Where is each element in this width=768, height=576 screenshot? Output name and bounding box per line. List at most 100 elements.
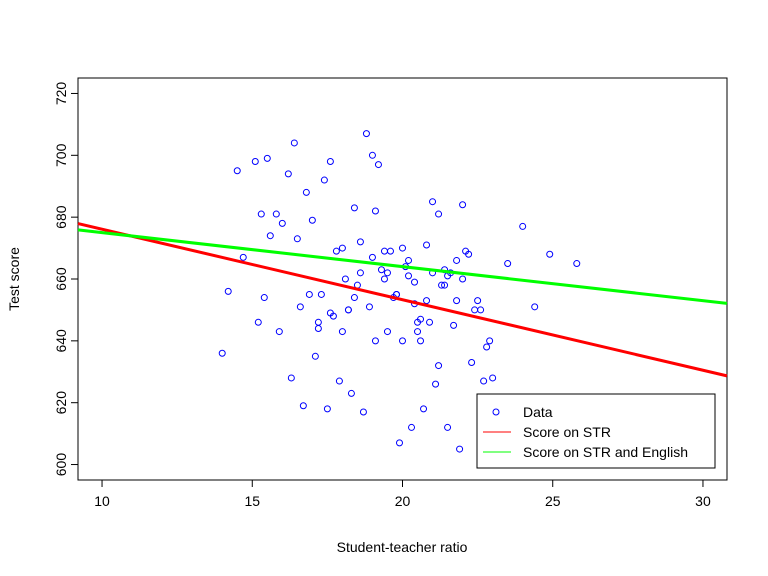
score-on-str-line: [77, 222, 728, 378]
data-point: [453, 297, 461, 305]
data-point: [338, 244, 346, 252]
data-point: [477, 306, 485, 314]
data-point: [359, 408, 367, 416]
data-point: [429, 198, 437, 206]
data-point: [356, 238, 364, 246]
data-point: [326, 157, 334, 165]
data-point: [371, 207, 379, 215]
data-point: [399, 244, 406, 252]
data-point: [426, 318, 434, 326]
data-point: [299, 402, 307, 410]
legend-box: [476, 393, 716, 469]
data-point: [251, 157, 259, 165]
score-on-str-english-line: [77, 228, 728, 305]
data-point: [438, 281, 446, 289]
data-point: [254, 318, 262, 326]
data-point: [290, 139, 298, 147]
data-point: [471, 306, 479, 314]
y-tick-label: 700: [53, 143, 69, 167]
data-point: [462, 247, 470, 255]
y-tick-label: 660: [53, 267, 69, 291]
data-point: [266, 232, 274, 240]
data-point: [218, 349, 226, 357]
data-point: [414, 328, 422, 336]
data-point: [239, 253, 247, 261]
data-point: [546, 250, 554, 258]
data-point: [399, 337, 406, 345]
data-point: [444, 423, 452, 431]
data-point: [408, 423, 416, 431]
x-tick-label: 15: [244, 493, 260, 509]
y-axis-label: Test score: [6, 247, 22, 311]
data-point: [380, 247, 388, 255]
data-point: [405, 272, 413, 280]
y-tick-label: 680: [53, 205, 69, 229]
data-point: [323, 405, 331, 413]
data-point: [326, 309, 334, 317]
data-point: [423, 297, 431, 305]
data-point: [377, 266, 385, 274]
data-point: [350, 204, 358, 212]
data-point: [284, 170, 292, 178]
data-point: [417, 315, 425, 323]
x-tick-label: 10: [94, 493, 110, 509]
data-point: [504, 260, 512, 268]
data-point: [383, 269, 391, 277]
data-point: [395, 439, 403, 447]
data-point: [435, 362, 443, 370]
data-point: [371, 337, 379, 345]
data-point: [573, 260, 581, 268]
data-point: [314, 318, 322, 326]
y-tick-label: 720: [53, 82, 69, 106]
data-point: [362, 130, 370, 138]
legend-label: Score on STR: [523, 424, 611, 440]
legend: Data Score on STR Score on STR and English: [476, 393, 716, 469]
data-point: [308, 216, 316, 224]
data-point: [374, 161, 382, 169]
x-tick-label: 30: [695, 493, 711, 509]
y-axis: 600 620 640 660 680 700 720: [53, 82, 78, 476]
data-point: [272, 210, 280, 218]
x-tick-label: 25: [545, 493, 561, 509]
data-point: [489, 374, 497, 382]
data-point: [257, 210, 265, 218]
data-point: [260, 294, 268, 302]
data-point: [335, 377, 343, 385]
data-point: [380, 275, 388, 283]
data-point: [383, 328, 391, 336]
data-point: [423, 241, 431, 249]
data-point: [302, 188, 310, 196]
data-point: [275, 328, 283, 336]
data-point: [314, 324, 322, 332]
data-point: [344, 306, 352, 314]
data-point: [417, 337, 425, 345]
data-point: [368, 253, 376, 261]
data-point: [459, 275, 467, 283]
x-axis: 10 15 20 25 30: [94, 480, 711, 509]
x-tick-label: 20: [395, 493, 411, 509]
data-point: [341, 275, 349, 283]
data-point: [486, 337, 494, 345]
data-point: [338, 328, 346, 336]
legend-label: Score on STR and English: [523, 444, 688, 460]
data-point: [468, 358, 476, 366]
regression-lines: [77, 222, 728, 378]
data-point: [287, 374, 295, 382]
data-point: [365, 303, 373, 311]
data-point: [350, 294, 358, 302]
data-point: [386, 247, 394, 255]
data-point: [233, 167, 241, 175]
data-point: [453, 256, 461, 264]
data-point: [317, 290, 325, 298]
data-point: [441, 281, 449, 289]
data-point: [459, 201, 467, 209]
data-points: [218, 130, 581, 453]
data-point: [263, 154, 271, 162]
data-point: [305, 290, 313, 298]
data-point: [224, 287, 232, 295]
data-point: [293, 235, 301, 243]
data-point: [368, 151, 376, 159]
data-point: [278, 219, 286, 227]
data-point: [420, 405, 428, 413]
data-point: [347, 389, 355, 397]
